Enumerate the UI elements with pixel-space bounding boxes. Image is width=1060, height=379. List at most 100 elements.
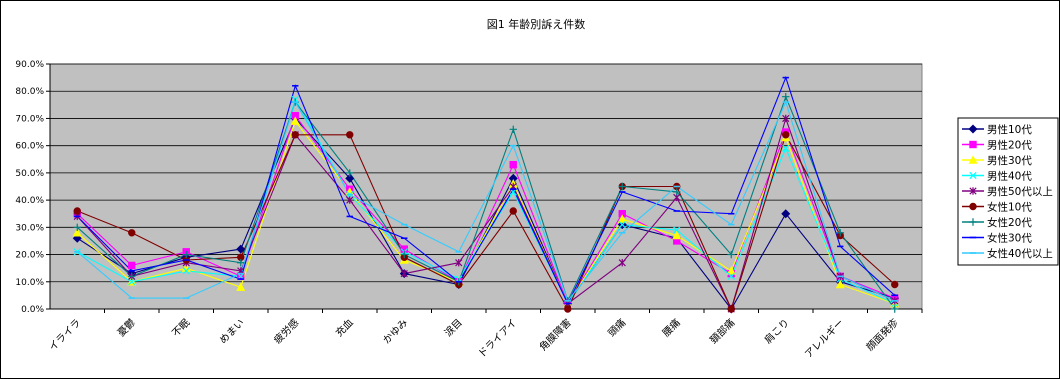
legend-label: 女性40代以上 xyxy=(987,247,1053,260)
series-line xyxy=(76,75,896,305)
data-point xyxy=(400,250,408,259)
x-category-label: ドライアイ xyxy=(476,317,519,360)
legend-marker xyxy=(968,124,978,134)
data-point xyxy=(617,214,627,223)
data-point xyxy=(727,250,735,259)
x-category-label: めまい xyxy=(217,317,247,347)
data-point xyxy=(618,182,626,191)
data-point xyxy=(726,266,736,275)
data-point xyxy=(673,226,681,234)
data-point xyxy=(618,220,626,229)
x-category-label: イライラ xyxy=(47,317,84,354)
chart-title: 図1 年齢別訴え件数 xyxy=(487,17,586,31)
data-point xyxy=(727,272,735,280)
data-point xyxy=(455,259,463,267)
data-point xyxy=(346,169,354,177)
data-point xyxy=(782,92,790,101)
legend-marker xyxy=(969,202,977,211)
data-point xyxy=(128,261,136,270)
data-point xyxy=(72,233,82,243)
data-point xyxy=(782,131,790,139)
x-category-label: 充血 xyxy=(333,316,356,339)
data-point xyxy=(291,131,299,139)
x-category-label: アレルギー xyxy=(803,317,847,361)
x-category-label: 肩こり xyxy=(761,316,791,346)
x-category-label: 角膜障害 xyxy=(536,316,573,353)
y-axis: 0.0% 10.0% 20.0% 30.0% 40.0% 50.0% 60.0% 70.0% 8… xyxy=(15,60,51,315)
y-tick-label: 80.0% xyxy=(15,87,44,97)
legend-label: 男性20代 xyxy=(987,139,1032,152)
x-category-label: 涙目 xyxy=(442,316,465,339)
legend-label: 男性40代 xyxy=(987,170,1032,183)
data-point xyxy=(128,229,136,237)
data-point xyxy=(346,196,354,204)
data-point xyxy=(782,144,790,153)
data-point xyxy=(891,280,899,289)
plot-area xyxy=(49,63,923,310)
data-point xyxy=(672,230,682,240)
x-category-label: 頭痛 xyxy=(605,316,628,339)
y-tick-label: 0.0% xyxy=(21,305,44,315)
data-point xyxy=(727,305,735,313)
data-point xyxy=(836,229,844,237)
legend-items: 男性10代男性20代男性30代男性40代男性50代以上女性10代女性20代女性3… xyxy=(962,123,1053,260)
legend-label: 男性30代 xyxy=(987,154,1032,167)
data-point xyxy=(236,244,246,254)
data-point xyxy=(73,223,81,232)
legend-label: 女性30代 xyxy=(987,232,1032,245)
data-point xyxy=(835,279,845,289)
data-point xyxy=(781,209,791,219)
y-tick-label: 30.0% xyxy=(15,223,44,233)
data-point xyxy=(236,282,246,291)
legend-marker xyxy=(969,171,977,180)
gridlines xyxy=(50,63,922,283)
series-markers xyxy=(72,76,900,314)
data-point xyxy=(782,114,790,123)
x-category-label: かゆみ xyxy=(381,317,411,347)
data-point xyxy=(891,305,899,313)
x-category-label: 不眠 xyxy=(170,317,193,340)
series-lines xyxy=(76,75,896,311)
y-tick-label: 90.0% xyxy=(15,60,44,70)
data-point xyxy=(509,125,517,134)
data-point xyxy=(182,267,190,275)
y-tick-label: 60.0% xyxy=(15,142,44,152)
data-point xyxy=(182,250,190,259)
y-tick-label: 50.0% xyxy=(15,169,44,179)
legend-marker xyxy=(969,140,977,149)
data-point xyxy=(237,259,245,267)
data-point xyxy=(345,173,355,183)
y-tick-label: 40.0% xyxy=(15,196,44,206)
legend-label: 女性10代 xyxy=(987,201,1032,214)
series-line xyxy=(76,116,896,311)
data-point xyxy=(564,305,572,313)
data-point xyxy=(509,207,517,215)
data-point xyxy=(73,207,81,215)
legend-marker xyxy=(969,187,977,195)
x-category-label: 顔面発疹 xyxy=(863,316,900,353)
x-category-label: 憂鬱 xyxy=(115,316,138,339)
data-point xyxy=(346,131,354,139)
series-line xyxy=(76,120,895,305)
y-tick-label: 10.0% xyxy=(15,278,44,288)
data-point xyxy=(128,272,136,281)
series-line xyxy=(76,100,896,302)
legend-label: 男性50代以上 xyxy=(987,185,1053,198)
x-category-label: 頚部痛 xyxy=(707,316,737,346)
data-point xyxy=(290,116,300,125)
y-tick-label: 70.0% xyxy=(15,114,44,124)
legend-marker xyxy=(969,218,977,226)
data-point xyxy=(72,228,82,237)
data-point xyxy=(400,269,408,278)
y-tick-label: 20.0% xyxy=(15,251,44,261)
legend-label: 男性10代 xyxy=(987,123,1032,136)
x-axis: イライラ 憂鬱 不眠 めまい 疲労感 充血 かゆみ 涙目 ドライアイ 角膜障害 頭痛 腰痛 頚部痛 肩こり… xyxy=(47,308,923,361)
data-point xyxy=(618,259,626,267)
x-category-label: 疲労感 xyxy=(271,316,301,346)
series-line xyxy=(76,95,896,310)
legend-label: 女性20代 xyxy=(987,216,1032,229)
x-category-label: 腰痛 xyxy=(660,316,683,339)
series-line xyxy=(77,117,895,310)
